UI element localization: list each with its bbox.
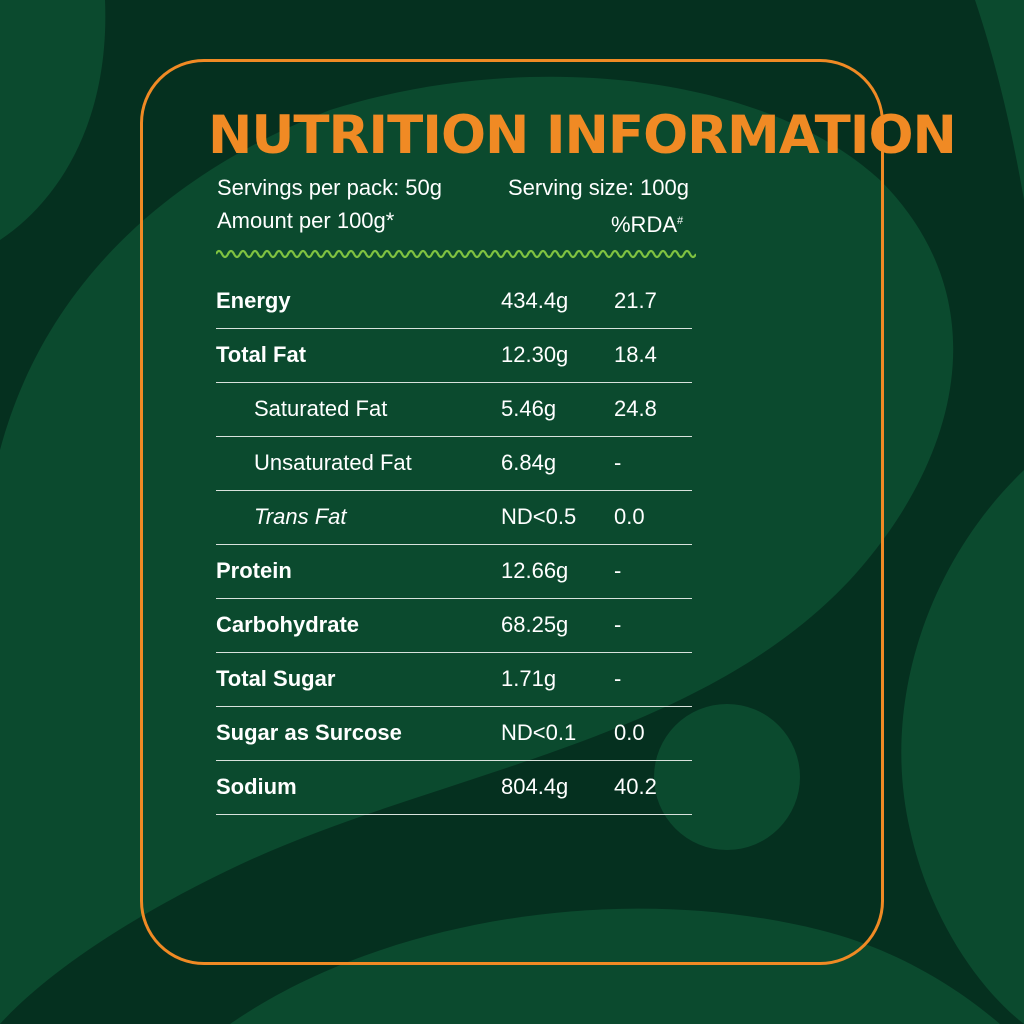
nutrient-rda: - bbox=[614, 558, 622, 583]
nutrient-rda: 0.0 bbox=[614, 720, 645, 745]
table-row: Protein 12.66g - bbox=[216, 544, 692, 599]
nutrient-name: Total Fat bbox=[216, 342, 307, 367]
page-title: NUTRITION INFORMATION bbox=[208, 105, 957, 166]
nutrient-amount: 68.25g bbox=[501, 612, 569, 637]
nutrient-name: Sugar as Surcose bbox=[216, 720, 402, 745]
nutrient-rda: 24.8 bbox=[614, 396, 657, 421]
nutrient-name: Total Sugar bbox=[216, 666, 336, 691]
nutrition-panel bbox=[140, 59, 884, 965]
table-row: Sugar as Surcose ND<0.1 0.0 bbox=[216, 706, 692, 761]
nutrient-amount: 1.71g bbox=[501, 666, 557, 691]
wavy-divider bbox=[216, 249, 696, 259]
servings-per-pack: Servings per pack: 50g bbox=[217, 175, 443, 200]
nutrient-name: Energy bbox=[216, 288, 291, 313]
nutrient-name: Trans Fat bbox=[254, 504, 347, 529]
table-row: Total Fat 12.30g 18.4 bbox=[216, 328, 692, 383]
nutrient-amount: 6.84g bbox=[501, 450, 557, 475]
nutrient-rda: - bbox=[614, 666, 622, 691]
table-row: Sodium 804.4g 40.2 bbox=[216, 760, 692, 815]
nutrient-rda: 21.7 bbox=[614, 288, 657, 313]
nutrient-name: Sodium bbox=[216, 774, 297, 799]
nutrient-rda: 18.4 bbox=[614, 342, 657, 367]
rda-header-mark: # bbox=[677, 215, 684, 227]
nutrient-name: Protein bbox=[216, 558, 292, 583]
nutrient-name: Saturated Fat bbox=[254, 396, 388, 421]
table-row: Energy 434.4g 21.7 bbox=[216, 274, 692, 329]
amount-per-label: Amount per 100g* bbox=[217, 208, 395, 233]
nutrient-amount: 12.66g bbox=[501, 558, 569, 583]
nutrient-amount: ND<0.1 bbox=[501, 720, 577, 745]
nutrient-rda: 40.2 bbox=[614, 774, 657, 799]
table-row: Saturated Fat 5.46g 24.8 bbox=[216, 382, 692, 437]
nutrient-amount: 5.46g bbox=[501, 396, 557, 421]
nutrient-name: Unsaturated Fat bbox=[254, 450, 412, 475]
nutrient-amount: 434.4g bbox=[501, 288, 569, 313]
nutrient-name: Carbohydrate bbox=[216, 612, 360, 637]
rda-header-text: %RDA bbox=[611, 212, 678, 237]
serving-size: Serving size: 100g bbox=[508, 175, 689, 200]
table-row: Total Sugar 1.71g - bbox=[216, 652, 692, 707]
nutrient-amount: ND<0.5 bbox=[501, 504, 577, 529]
table-row: Unsaturated Fat 6.84g - bbox=[216, 436, 692, 491]
table-row: Carbohydrate 68.25g - bbox=[216, 598, 692, 653]
table-row: Trans Fat ND<0.5 0.0 bbox=[216, 490, 692, 545]
nutrient-rda: - bbox=[614, 450, 622, 475]
rda-header: %RDA# bbox=[611, 207, 683, 239]
nutrient-rda: - bbox=[614, 612, 622, 637]
nutrient-amount: 12.30g bbox=[501, 342, 569, 367]
nutrient-amount: 804.4g bbox=[501, 774, 569, 799]
nutrient-rda: 0.0 bbox=[614, 504, 645, 529]
